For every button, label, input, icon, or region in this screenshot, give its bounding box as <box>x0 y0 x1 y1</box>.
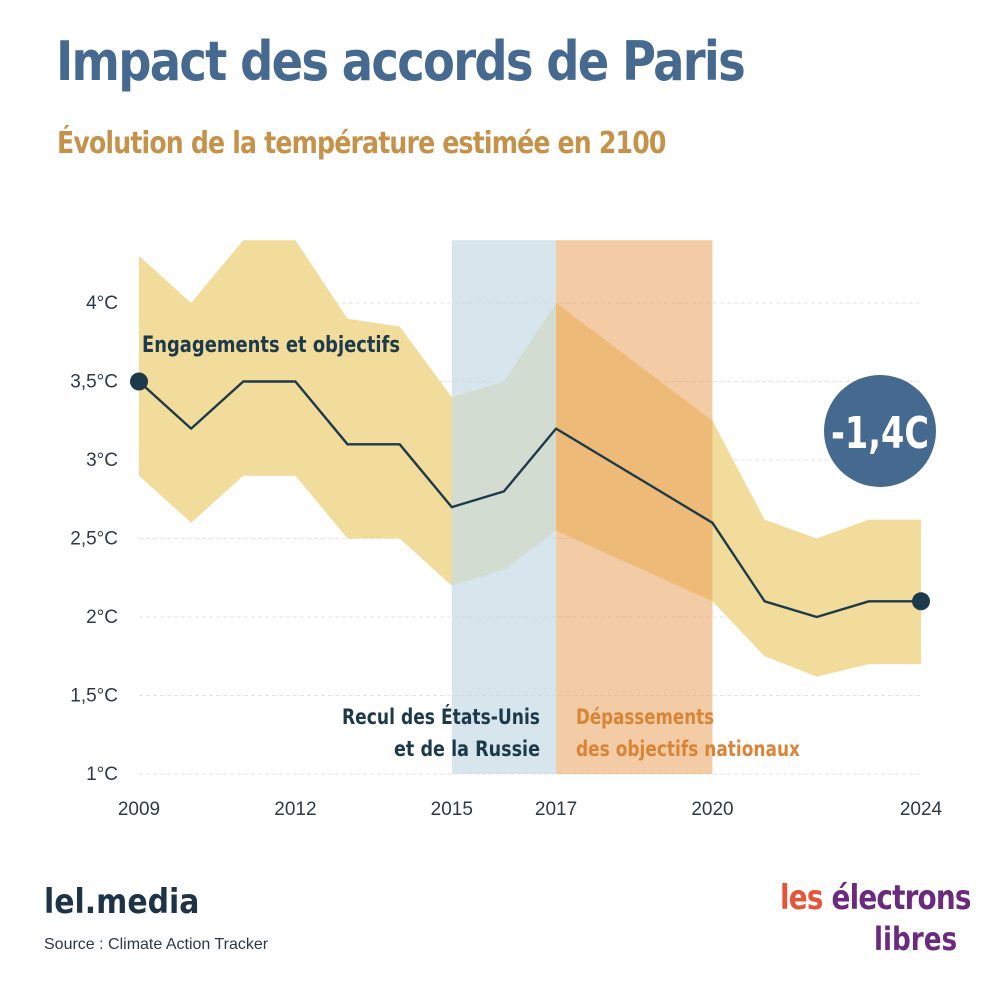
period-label-withdrawal: et de la Russie <box>394 737 540 761</box>
x-tick-label: 2017 <box>535 799 577 820</box>
x-tick-label: 2024 <box>900 799 943 820</box>
brand-name: lel.media <box>44 882 200 922</box>
series-line <box>138 380 921 619</box>
period-label-overshoot: des objectifs nationaux <box>576 737 800 761</box>
annotation-label: Engagements et objectifs <box>142 333 400 358</box>
y-tick-label: 3°C <box>86 450 118 471</box>
y-tick-label: 3,5°C <box>70 372 118 393</box>
y-tick-label: 2°C <box>86 607 118 628</box>
y-tick-label: 1°C <box>86 764 118 785</box>
period-band <box>451 240 557 774</box>
source-note: Source : Climate Action Tracker <box>44 936 269 953</box>
temperature-chart: 1°C 1,5°C 2°C 2,5°C 3°C 3,5°C 4°C 2009 2012 2015 2… <box>70 240 943 820</box>
chart-title: Impact des accords de Paris <box>56 30 746 93</box>
period-band <box>556 240 713 774</box>
y-tick-label: 1,5°C <box>70 686 118 707</box>
start-point-marker <box>130 372 148 391</box>
x-tick-label: 2012 <box>274 799 316 820</box>
y-tick-label: 2,5°C <box>70 529 118 550</box>
x-tick-label: 2020 <box>691 799 733 820</box>
period-label-overshoot: Dépassements <box>576 705 714 729</box>
chart-subtitle: Évolution de la température estimée en 2… <box>57 126 666 161</box>
x-tick-label: 2009 <box>118 799 160 820</box>
change-badge-label: -1,4C <box>831 408 929 459</box>
logo-line-1: les électrons <box>780 878 972 918</box>
publisher-logo: les électrons libres <box>780 878 972 968</box>
change-badge <box>824 375 936 487</box>
period-label-withdrawal: Recul des États-Unis <box>342 704 540 729</box>
x-tick-label: 2015 <box>431 799 473 820</box>
end-point-marker <box>912 592 930 611</box>
y-tick-label: 4°C <box>86 293 118 314</box>
logo-line-2: libres <box>874 920 958 958</box>
